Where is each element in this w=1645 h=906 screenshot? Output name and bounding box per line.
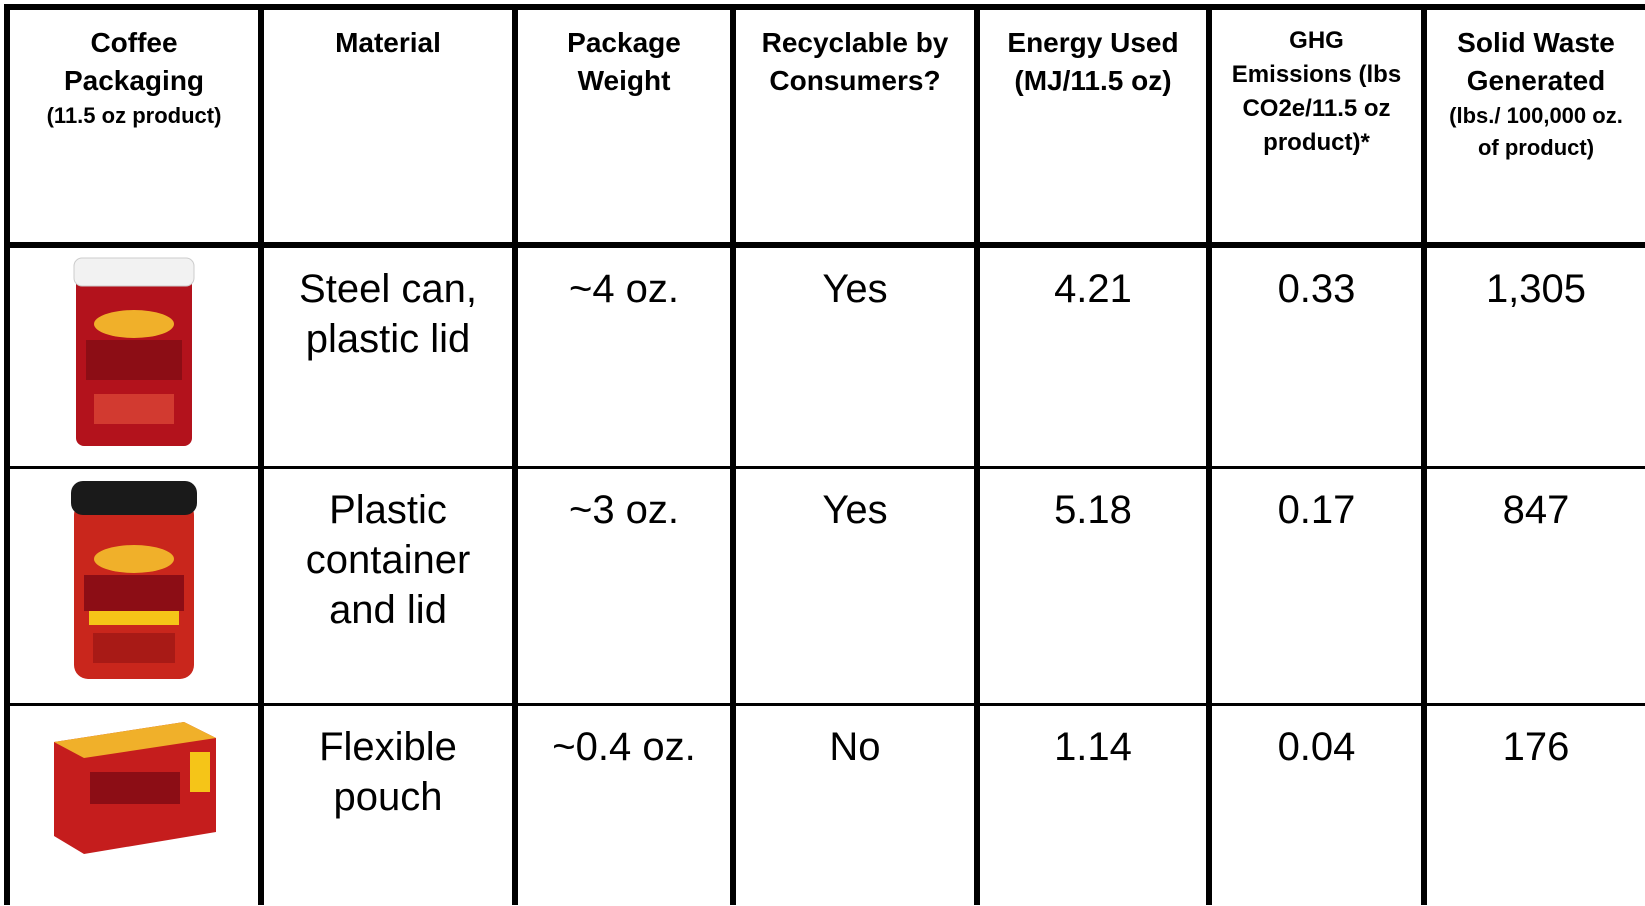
cell-text: 0.33	[1277, 267, 1356, 311]
table-cell: No	[730, 704, 980, 905]
table-cell: Yes	[730, 245, 980, 469]
image-cell	[4, 245, 264, 469]
cell-text: ~4 oz.	[568, 267, 680, 311]
table-cell: 1.14	[974, 704, 1212, 905]
cell-text: 0.17	[1277, 488, 1356, 532]
cell-text: 176	[1502, 725, 1570, 769]
table-row: Steel can, plastic lid ~4 oz. Yes 4.21 0.33 1…	[4, 245, 1645, 469]
comparison-table: Coffee Packaging (11.5 oz product) Materia…	[4, 4, 1645, 905]
header-cell: Solid Waste Generated (lbs./ 100,000 oz. …	[1421, 4, 1645, 248]
header-title: Solid Waste Generated	[1457, 27, 1615, 96]
header-row: Coffee Packaging (11.5 oz product) Materia…	[4, 4, 1645, 248]
product-image	[71, 481, 197, 679]
cell-text: Steel can, plastic lid	[299, 267, 477, 361]
table-cell: 4.21	[974, 245, 1212, 469]
table-cell: ~0.4 oz.	[512, 704, 736, 905]
table-cell: 847	[1421, 467, 1645, 706]
cell-text: 4.21	[1054, 267, 1132, 311]
table-cell: 0.17	[1206, 467, 1427, 706]
header-subtitle: (11.5 oz product)	[46, 103, 222, 128]
cell-text: 0.04	[1277, 725, 1356, 769]
table-row: Flexible pouch ~0.4 oz. No 1.14 0.04 176	[4, 704, 1645, 905]
cell-text: 847	[1502, 488, 1570, 532]
header-title: Recyclable by Consumers?	[761, 27, 949, 96]
table-cell: ~3 oz.	[512, 467, 736, 706]
header-title: Package Weight	[567, 27, 681, 96]
header-cell: Energy Used (MJ/11.5 oz)	[974, 4, 1212, 248]
cell-text: Yes	[822, 488, 888, 532]
header-cell: GHG Emissions (lbs CO2e/11.5 oz product)…	[1206, 4, 1427, 248]
cell-text: Flexible pouch	[319, 725, 457, 819]
cell-text: Yes	[822, 267, 888, 311]
cell-text: 1.14	[1054, 725, 1132, 769]
header-subtitle: GHG Emissions (lbs CO2e/11.5 oz product)…	[1231, 27, 1402, 156]
header-cell: Package Weight	[512, 4, 736, 248]
table-cell: 5.18	[974, 467, 1212, 706]
table-cell: ~4 oz.	[512, 245, 736, 469]
table-cell: 0.33	[1206, 245, 1427, 469]
table-row: Plastic container and lid ~3 oz. Yes 5.18 0.…	[4, 467, 1645, 706]
cell-text: ~3 oz.	[568, 488, 680, 532]
cell-text: 5.18	[1054, 488, 1132, 532]
header-subtitle: (lbs./ 100,000 oz. of product)	[1449, 103, 1623, 160]
header-cell: Recyclable by Consumers?	[730, 4, 980, 248]
header-title: Energy Used (MJ/11.5 oz)	[1007, 27, 1179, 96]
table-cell: Flexible pouch	[258, 704, 518, 905]
header-cell: Material	[258, 4, 518, 248]
product-image	[54, 722, 216, 854]
table-cell: Plastic container and lid	[258, 467, 518, 706]
header-cell: Coffee Packaging (11.5 oz product)	[4, 4, 264, 248]
cell-text: No	[829, 725, 881, 769]
cell-text: Plastic container and lid	[305, 488, 471, 632]
image-cell	[4, 704, 264, 905]
table-cell: Steel can, plastic lid	[258, 245, 518, 469]
table-cell: 1,305	[1421, 245, 1645, 469]
cell-text: 1,305	[1485, 267, 1587, 311]
header-title: Coffee Packaging	[63, 27, 205, 96]
table-cell: 176	[1421, 704, 1645, 905]
table-cell: Yes	[730, 467, 980, 706]
header-title: Material	[335, 27, 441, 58]
cell-text: ~0.4 oz.	[552, 725, 696, 769]
table-body: Steel can, plastic lid ~4 oz. Yes 4.21 0.33 1…	[4, 245, 1645, 905]
product-image	[73, 257, 195, 446]
table-cell: 0.04	[1206, 704, 1427, 905]
image-cell	[4, 467, 264, 706]
